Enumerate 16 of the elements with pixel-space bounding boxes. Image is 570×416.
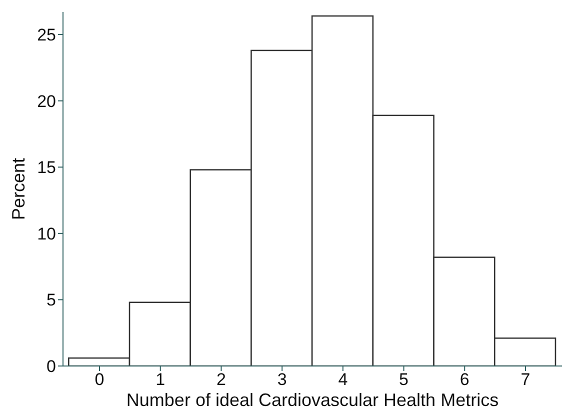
x-axis-title: Number of ideal Cardiovascular Health Metrics [126, 390, 499, 410]
x-tick-label: 4 [338, 370, 348, 390]
y-tick-label: 10 [37, 224, 56, 244]
y-axis-title: Percent [8, 158, 28, 220]
y-tick-label: 0 [46, 357, 56, 376]
x-tick-label: 2 [216, 370, 226, 390]
x-tick-label: 3 [277, 370, 287, 390]
x-tick-label: 0 [94, 370, 104, 390]
x-tick-label: 6 [460, 370, 470, 390]
y-tick-label: 20 [37, 92, 56, 111]
y-tick-label: 5 [46, 290, 56, 310]
x-tick-label: 7 [520, 370, 530, 390]
y-tick-label: 25 [37, 26, 56, 45]
x-tick-label: 1 [156, 370, 166, 390]
x-tick-label: 5 [399, 370, 409, 390]
y-tick-label: 15 [37, 158, 56, 178]
